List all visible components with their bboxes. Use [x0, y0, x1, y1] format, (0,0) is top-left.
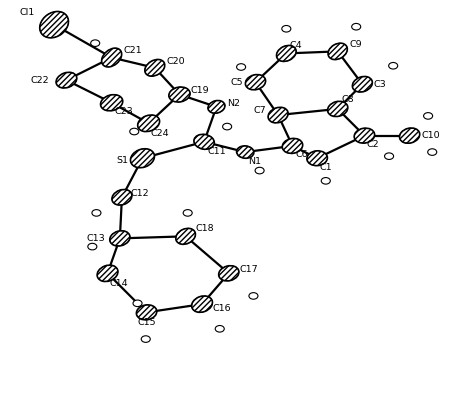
Text: C6: C6 — [296, 150, 309, 159]
Text: C9: C9 — [349, 40, 362, 49]
Text: N1: N1 — [248, 157, 262, 166]
Ellipse shape — [352, 76, 373, 92]
Ellipse shape — [88, 243, 97, 250]
Text: C4: C4 — [290, 41, 302, 50]
Text: C5: C5 — [230, 78, 243, 87]
Ellipse shape — [384, 153, 393, 159]
Text: C17: C17 — [239, 265, 258, 274]
Ellipse shape — [100, 95, 123, 111]
Ellipse shape — [246, 74, 265, 90]
Ellipse shape — [282, 25, 291, 32]
Ellipse shape — [307, 151, 328, 166]
Text: C3: C3 — [374, 80, 387, 89]
Ellipse shape — [130, 149, 155, 168]
Text: C16: C16 — [212, 304, 231, 313]
Ellipse shape — [424, 113, 433, 119]
Ellipse shape — [91, 40, 100, 46]
Text: S1: S1 — [116, 156, 128, 165]
Text: C2: C2 — [366, 140, 379, 149]
Ellipse shape — [249, 293, 258, 299]
Ellipse shape — [389, 62, 398, 69]
Text: C24: C24 — [151, 129, 169, 138]
Text: C1: C1 — [319, 163, 332, 172]
Ellipse shape — [183, 210, 192, 216]
Text: C13: C13 — [87, 234, 106, 243]
Ellipse shape — [321, 178, 330, 184]
Ellipse shape — [352, 23, 361, 30]
Ellipse shape — [40, 12, 68, 38]
Ellipse shape — [169, 87, 190, 102]
Ellipse shape — [215, 326, 224, 332]
Ellipse shape — [237, 146, 254, 158]
Text: C10: C10 — [421, 131, 440, 140]
Text: C21: C21 — [123, 46, 142, 55]
Text: C20: C20 — [166, 57, 185, 66]
Ellipse shape — [137, 305, 157, 320]
Text: C23: C23 — [115, 107, 134, 116]
Text: C22: C22 — [30, 76, 49, 85]
Ellipse shape — [428, 149, 437, 155]
Text: C8: C8 — [342, 95, 355, 104]
Ellipse shape — [328, 101, 348, 117]
Ellipse shape — [255, 167, 264, 174]
Ellipse shape — [268, 107, 288, 123]
Text: C14: C14 — [109, 279, 128, 288]
Text: N2: N2 — [227, 99, 240, 108]
Ellipse shape — [208, 101, 225, 113]
Ellipse shape — [141, 336, 150, 342]
Ellipse shape — [354, 128, 374, 143]
Ellipse shape — [194, 134, 214, 149]
Ellipse shape — [283, 139, 303, 153]
Text: C12: C12 — [131, 189, 150, 198]
Text: C11: C11 — [208, 147, 226, 156]
Text: C18: C18 — [196, 224, 215, 233]
Ellipse shape — [145, 60, 165, 76]
Ellipse shape — [101, 48, 122, 67]
Ellipse shape — [219, 266, 239, 281]
Text: C19: C19 — [191, 86, 210, 95]
Ellipse shape — [56, 72, 77, 88]
Text: Cl1: Cl1 — [19, 8, 35, 17]
Ellipse shape — [97, 265, 118, 282]
Ellipse shape — [400, 128, 420, 143]
Ellipse shape — [130, 128, 139, 135]
Ellipse shape — [237, 64, 246, 70]
Ellipse shape — [276, 46, 296, 61]
Ellipse shape — [328, 43, 347, 60]
Text: C7: C7 — [253, 106, 266, 115]
Ellipse shape — [110, 231, 130, 246]
Ellipse shape — [92, 210, 101, 216]
Ellipse shape — [223, 123, 232, 130]
Text: C15: C15 — [137, 318, 156, 327]
Ellipse shape — [137, 115, 160, 132]
Ellipse shape — [133, 300, 142, 307]
Ellipse shape — [191, 296, 212, 312]
Ellipse shape — [112, 189, 132, 205]
Ellipse shape — [176, 229, 195, 244]
